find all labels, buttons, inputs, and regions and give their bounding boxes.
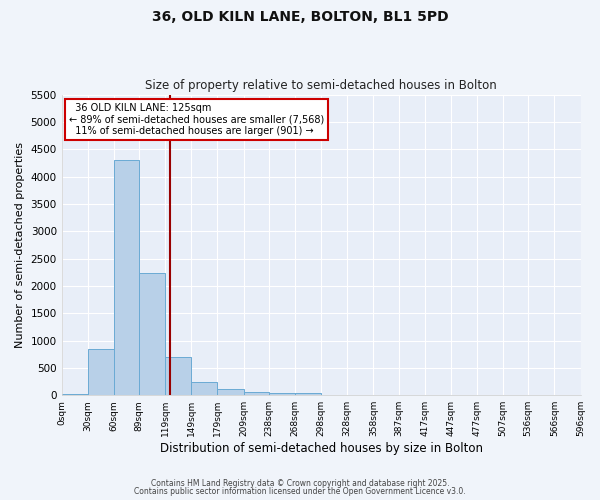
Bar xyxy=(114,160,139,395)
Text: Contains HM Land Registry data © Crown copyright and database right 2025.: Contains HM Land Registry data © Crown c… xyxy=(151,478,449,488)
Bar xyxy=(139,273,165,395)
Text: 36 OLD KILN LANE: 125sqm
← 89% of semi-detached houses are smaller (7,568)
  11%: 36 OLD KILN LANE: 125sqm ← 89% of semi-d… xyxy=(68,103,324,136)
Bar xyxy=(165,358,191,395)
X-axis label: Distribution of semi-detached houses by size in Bolton: Distribution of semi-detached houses by … xyxy=(160,442,482,455)
Bar xyxy=(217,388,244,395)
Bar xyxy=(295,393,321,395)
Y-axis label: Number of semi-detached properties: Number of semi-detached properties xyxy=(15,142,25,348)
Bar xyxy=(62,394,88,395)
Title: Size of property relative to semi-detached houses in Bolton: Size of property relative to semi-detach… xyxy=(145,79,497,92)
Bar xyxy=(244,392,269,395)
Bar xyxy=(269,393,295,395)
Text: Contains public sector information licensed under the Open Government Licence v3: Contains public sector information licen… xyxy=(134,487,466,496)
Bar xyxy=(88,350,114,395)
Text: 36, OLD KILN LANE, BOLTON, BL1 5PD: 36, OLD KILN LANE, BOLTON, BL1 5PD xyxy=(152,10,448,24)
Bar xyxy=(191,382,217,395)
